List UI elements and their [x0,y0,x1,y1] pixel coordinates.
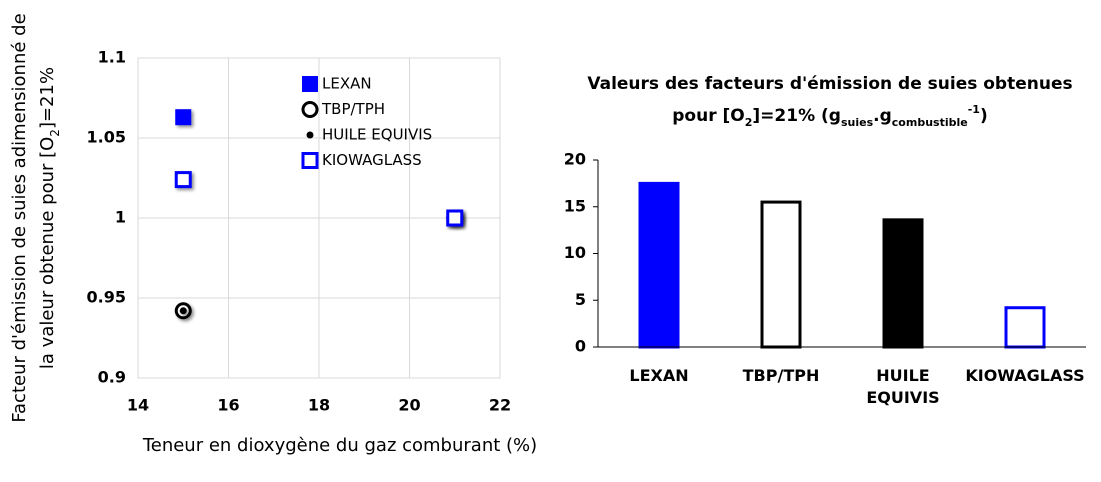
y-tick-label: 1 [115,208,126,227]
y-tick-label: 0.95 [87,288,126,307]
marker [306,131,314,139]
x-tick-label: 22 [489,396,511,415]
y-tick-label: 10 [564,243,586,262]
marker [301,101,319,118]
y-axis-label-part: 2 [48,129,62,137]
marker [446,209,464,227]
x-tick-label: HUILE EQUIVIS [866,366,940,407]
x-tick-label: KIOWAGLASS [965,366,1085,385]
chart-title-part: ) [980,106,988,126]
legend-label: TBP/TPH [321,100,385,118]
chart-title-part: .g [873,106,892,126]
marker [175,109,192,126]
x-axis-label: Teneur en dioxygène du gaz comburant (%) [142,435,537,456]
chart-title-part: suies [841,116,874,129]
y-tick-label: 5 [575,290,586,309]
chart-title-part: pour [O [672,106,744,126]
y-tick-label: 15 [564,196,586,215]
legend-label: LEXAN [322,75,372,93]
marker [302,76,318,92]
bar [760,200,802,349]
x-tick-label: TBP/TPH [742,366,820,385]
chart-title-part: combustible [892,116,968,129]
marker [301,152,319,169]
y-tick-label: 20 [564,150,586,169]
x-tick-label: LEXAN [629,366,689,385]
marker [174,171,192,189]
chart-title: Valeurs des facteurs d'émission de suies… [587,74,1072,94]
legend-label: HUILE EQUIVIS [322,126,432,144]
legend-label: KIOWAGLASS [322,151,422,169]
y-axis-label-part: la valeur obtenue pour [O [37,137,58,369]
x-tick-label: 14 [127,396,149,415]
y-tick-label: 0.9 [98,368,126,387]
x-tick-label: 16 [217,396,239,415]
y-axis-label-part: ]=21% [37,67,58,129]
bar [638,181,680,349]
chart-title-part: 2 [745,116,753,129]
chart-title: pour [O2]=21% (gsuies.gcombustible-1) [672,103,987,129]
y-axis-label: Facteur d'émission de suies adimensionné… [9,13,30,422]
bar [882,218,924,349]
y-axis-label: la valeur obtenue pour [O2]=21% [37,67,62,369]
y-tick-label: 0 [575,337,586,356]
chart-title-part: ]=21% (g [752,106,841,126]
bar [1004,306,1046,349]
y-axis-label-line: Facteur d'émission de suies adimensionné… [9,13,30,422]
x-tick-label: 18 [308,396,330,415]
y-tick-label: 1.1 [98,48,126,67]
x-tick-label: 20 [398,396,420,415]
marker [179,307,187,315]
chart-title-part: -1 [968,103,980,116]
y-tick-label: 1.05 [87,128,126,147]
plot-frame [137,57,501,379]
